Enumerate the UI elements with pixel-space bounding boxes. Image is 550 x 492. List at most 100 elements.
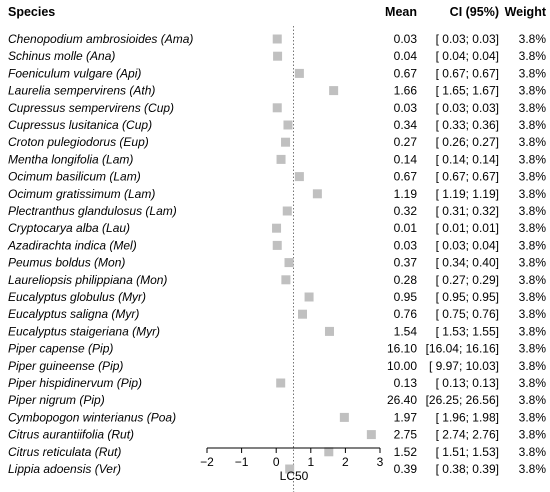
table-row: Plectranthus glandulosus (Lam) 0.32 [ 0.31… <box>8 204 546 218</box>
ci-value: [ 0.34; 0.40] <box>436 256 499 270</box>
effect-square <box>294 68 304 78</box>
mean-value: 0.04 <box>394 49 418 63</box>
ci-value: [ 9.97; 10.03] <box>429 359 499 373</box>
table-row: Cupressus lusitanica (Cup) 0.34 [ 0.33; 0.… <box>8 118 546 132</box>
summary-mean: 0.50 <box>394 490 418 492</box>
study-label: Piper nigrum (Pip) <box>8 393 105 407</box>
mean-value: 0.95 <box>394 290 418 304</box>
study-label: Schinus molle (Ana) <box>8 49 115 63</box>
ci-value: [ 0.67; 0.67] <box>436 170 499 184</box>
mean-value: 26.40 <box>387 393 417 407</box>
mean-value: 0.14 <box>394 152 418 166</box>
table-row: Croton pulegiodorus (Eup) 0.27 [ 0.26; 0.2… <box>8 135 546 149</box>
header-weight: Weight <box>505 5 547 19</box>
table-row: Piper capense (Pip) 16.10 [16.04; 16.16] 3.… <box>8 342 546 356</box>
weight-value: 3.8% <box>519 307 547 321</box>
ci-value: [ 0.03; 0.03] <box>436 101 499 115</box>
table-row: Lippia adoensis (Ver) 0.39 [ 0.38; 0.39] 3.… <box>8 462 546 476</box>
weight-value: 3.8% <box>519 273 547 287</box>
weight-value: 3.8% <box>519 462 547 476</box>
table-row: Foeniculum vulgare (Api) 0.67 [ 0.67; 0.67… <box>8 66 546 80</box>
table-row: Laurelia sempervirens (Ath) 1.66 [ 1.65; 1… <box>8 84 546 98</box>
study-label: Eucalyptus globulus (Myr) <box>8 290 146 304</box>
study-label: Cymbopogon winterianus (Poa) <box>8 410 176 424</box>
study-label: Foeniculum vulgare (Api) <box>8 66 141 80</box>
effect-square <box>366 430 376 440</box>
weight-value: 3.8% <box>519 359 547 373</box>
mean-value: 0.03 <box>394 101 418 115</box>
effect-square <box>281 137 291 147</box>
effect-square <box>312 189 322 199</box>
ci-value: [ 0.13; 0.13] <box>436 376 499 390</box>
weight-value: 3.8% <box>519 445 547 459</box>
ci-value: [ 0.27; 0.29] <box>436 273 499 287</box>
study-rows: Chenopodium ambrosioides (Ama) 0.03 [ 0.03… <box>7 32 546 476</box>
table-row: Citrus reticulata (Rut) 1.52 [ 1.51; 1.53]… <box>8 445 546 459</box>
mean-value: 0.37 <box>394 256 418 270</box>
study-label: Piper hispidinervum (Pip) <box>8 376 142 390</box>
ci-value: [ 1.65; 1.67] <box>436 84 499 98</box>
mean-value: 0.28 <box>394 273 418 287</box>
effect-square <box>272 103 282 113</box>
x-tick-label: −2 <box>200 455 214 469</box>
column-headers: Species Mean CI (95%) Weight <box>8 5 547 19</box>
ci-value: [ 2.74; 2.76] <box>436 428 499 442</box>
mean-value: 0.03 <box>394 32 418 46</box>
weight-value: 3.8% <box>519 238 547 252</box>
weight-value: 3.8% <box>519 135 547 149</box>
weight-value: 3.8% <box>519 187 547 201</box>
effect-square <box>283 120 293 130</box>
weight-value: 3.8% <box>519 101 547 115</box>
table-row: Cupressus sempervirens (Cup) 0.03 [ 0.03; … <box>8 101 546 115</box>
weight-value: 3.8% <box>519 84 547 98</box>
study-label: Eucalyptus staigeriana (Myr) <box>8 324 160 338</box>
effect-square <box>281 275 291 285</box>
mean-value: 1.66 <box>394 84 418 98</box>
summary-weight: 100.0% <box>505 490 546 492</box>
mean-value: 2.75 <box>394 428 418 442</box>
ci-value: [ 1.19; 1.19] <box>436 187 499 201</box>
mean-value: 10.00 <box>387 359 417 373</box>
x-axis-label: LC50 <box>280 469 309 483</box>
table-row: Schinus molle (Ana) 0.04 [ 0.04; 0.04] 3.8% <box>8 49 546 63</box>
study-label: Laureliopsis philippiana (Mon) <box>8 273 167 287</box>
weight-value: 3.8% <box>519 32 547 46</box>
table-row: Mentha longifolia (Lam) 0.14 [ 0.14; 0.14]… <box>8 152 546 166</box>
weight-value: 3.8% <box>519 428 547 442</box>
table-row: Cryptocarya alba (Lau) 0.01 [ 0.01; 0.01] 3… <box>8 221 546 235</box>
ci-value: [ 0.26; 0.27] <box>436 135 499 149</box>
table-row: Peumus boldus (Mon) 0.37 [ 0.34; 0.40] 3.8% <box>8 256 546 270</box>
weight-value: 3.8% <box>519 256 547 270</box>
weight-value: 3.8% <box>519 376 547 390</box>
effect-square <box>284 258 294 268</box>
table-row: Laureliopsis philippiana (Mon) 0.28 [ 0.27… <box>8 273 546 287</box>
effect-square <box>272 223 282 233</box>
effect-square <box>272 240 282 250</box>
effect-square <box>276 154 286 164</box>
table-row: Piper nigrum (Pip) 26.40 [26.25; 26.56] 3.8… <box>8 393 546 407</box>
ci-value: [ 0.95; 0.95] <box>436 290 499 304</box>
mean-value: 1.52 <box>394 445 418 459</box>
weight-value: 3.8% <box>519 204 547 218</box>
study-label: Lippia adoensis (Ver) <box>8 462 121 476</box>
ci-value: [ 0.75; 0.76] <box>436 307 499 321</box>
ci-value: [ 0.38; 0.39] <box>436 462 499 476</box>
ci-value: [ 0.01; 0.01] <box>436 221 499 235</box>
study-label: Citrus aurantiifolia (Rut) <box>8 428 134 442</box>
summary-row: 0.50 [ 0.27; 0.90] 100.0% <box>292 490 546 492</box>
table-row: Piper guineense (Pip) 10.00 [ 9.97; 10.03]… <box>8 359 546 373</box>
x-tick-label: 3 <box>377 455 384 469</box>
study-label: Piper guineense (Pip) <box>8 359 123 373</box>
effect-square <box>282 206 292 216</box>
effect-square <box>285 464 295 474</box>
study-label: Ocimum gratissimum (Lam) <box>8 187 155 201</box>
header-mean: Mean <box>385 5 417 19</box>
mean-value: 16.10 <box>387 342 417 356</box>
ci-value: [ 0.03; 0.03] <box>436 32 499 46</box>
weight-value: 3.8% <box>519 152 547 166</box>
effect-square <box>339 412 349 422</box>
study-label: Eucalyptus saligna (Myr) <box>8 307 139 321</box>
ci-value: [ 0.14; 0.14] <box>436 152 499 166</box>
table-row: Azadirachta indica (Mel) 0.03 [ 0.03; 0.04… <box>7 238 546 252</box>
